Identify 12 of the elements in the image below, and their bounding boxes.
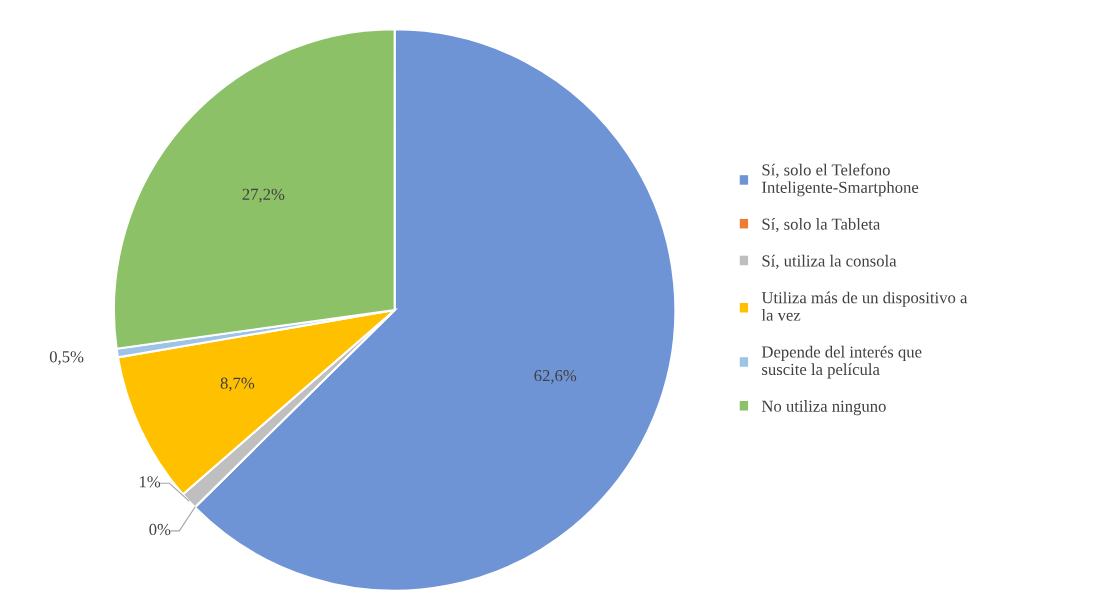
legend-label: Sí, solo la Tableta: [762, 218, 881, 233]
legend-label: Utiliza más de un dispositivo a la vez: [761, 291, 968, 321]
data-label: 0,5%: [49, 351, 84, 365]
text: 0%: [149, 523, 171, 536]
data-label: 8,7%: [220, 377, 255, 392]
legend-label: Depende del interés que suscite la película: [761, 345, 922, 379]
legend-label: Sí, solo el Telefono Inteligente-Smartphone: [762, 163, 919, 197]
data-label: 27,2%: [242, 188, 285, 203]
data-label: 1%: [139, 476, 161, 488]
legend-label: Sí, utiliza la consola: [762, 254, 897, 269]
legend-label: No utiliza ninguno: [761, 400, 886, 416]
data-label: 62,6%: [534, 370, 577, 384]
